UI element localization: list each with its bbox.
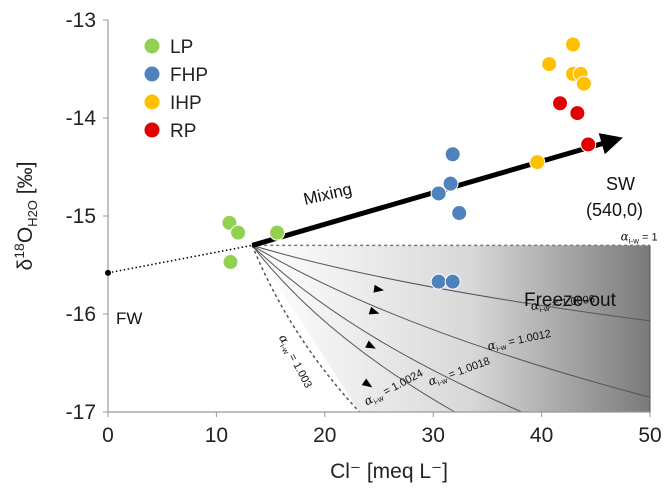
x-tick-label: 30 [422, 424, 445, 447]
alpha-subscript: i-w [539, 304, 550, 314]
mixing-layer [105, 133, 623, 276]
alpha-subscript: i-w [278, 342, 291, 355]
alpha-value: 1.003 [290, 360, 314, 390]
data-point-IHP [541, 56, 558, 73]
data-point-RP [580, 136, 597, 153]
legend-marker-FHP [144, 66, 160, 82]
x-tick-label: 20 [313, 424, 336, 447]
data-point-IHP [565, 36, 582, 53]
mixing-arrowhead [598, 133, 623, 155]
y-tick-label: -13 [66, 9, 96, 32]
alpha-value: 1 [652, 232, 658, 244]
y-title-o: O [14, 227, 37, 243]
mixing-label: Mixing [302, 179, 354, 209]
freeze-out-label: Freeze-out [524, 290, 617, 311]
y-tick-label: -15 [66, 205, 96, 228]
alpha-arrowhead [365, 340, 376, 349]
mixing-dotted-line [107, 244, 253, 274]
x-tick-label: 40 [530, 424, 553, 447]
alpha-line-1.0006 [252, 244, 651, 322]
alpha-label-1.0006: αi-w = 1.0006 [530, 291, 596, 315]
x-tick-label: 10 [205, 424, 228, 447]
fw-label: FW [116, 309, 142, 328]
legend: LP FHP IHP RP [144, 37, 208, 142]
x-tick-label: 50 [638, 424, 661, 447]
alpha-equals: = [285, 349, 301, 366]
sw-coordinate-label: (540,0) [586, 200, 643, 220]
alpha-symbol: α [486, 338, 497, 353]
sw-label: SW [606, 174, 635, 194]
alpha-label-1.003: αi-w = 1.003 [274, 332, 316, 391]
freeze-out-shading [252, 245, 650, 412]
fw-point [105, 269, 111, 276]
data-point-LP [269, 224, 286, 241]
alpha-equals: = [504, 335, 519, 349]
alpha-subscript: i-w [436, 376, 449, 388]
data-point-IHP [529, 154, 546, 171]
x-tick-label: 0 [102, 424, 114, 447]
alpha-line-1.0024 [251, 245, 456, 413]
legend-marker-LP [144, 38, 160, 54]
alpha-equals: = [548, 297, 562, 310]
x-axis-title: Cl⁻ [meq L⁻] [330, 460, 448, 483]
y-title-unit: [‰] [14, 162, 37, 201]
data-point-LP [230, 224, 247, 241]
alpha-line-1.0012 [251, 244, 651, 398]
data-point-FHP [451, 205, 468, 222]
y-tick-label: -17 [66, 401, 96, 424]
data-point-FHP [444, 273, 461, 290]
alpha-arrowhead [361, 378, 373, 388]
alpha-subscript: i-w [372, 393, 385, 406]
data-point-IHP [575, 75, 592, 92]
y-axis-title: δ18OH2O [‰] [11, 162, 40, 271]
alpha-line-1.0018 [251, 245, 523, 413]
legend-label-RP: RP [170, 121, 196, 142]
alpha-equals: = [444, 367, 460, 383]
y-title-sup: 18 [11, 243, 27, 259]
y-title-delta: δ [14, 259, 37, 271]
y-title-sub: H2O [25, 200, 40, 227]
alpha-arrowhead [373, 284, 384, 293]
alpha-line-1.003 [251, 245, 361, 413]
alpha-value: 1.0006 [561, 293, 596, 309]
alpha-symbol: α [530, 298, 540, 313]
data-point-RP [552, 95, 569, 112]
alpha-subscript: i-w [495, 342, 507, 353]
legend-label-IHP: IHP [170, 93, 202, 114]
legend-label-LP: LP [170, 37, 193, 58]
legend-marker-RP [144, 122, 160, 138]
legend-marker-IHP [144, 94, 160, 110]
alpha-arrowhead [368, 306, 380, 315]
alpha-equals: = [379, 383, 396, 399]
alpha-equals: = [639, 232, 652, 244]
y-tick-label: -16 [66, 303, 96, 326]
data-point-FHP [430, 273, 447, 290]
data-point-LP [222, 254, 239, 271]
data-point-FHP [442, 175, 459, 192]
y-tick-label: -14 [66, 107, 97, 130]
legend-label-FHP: FHP [170, 65, 208, 86]
data-point-RP [569, 105, 586, 122]
alpha-label-1: αi-w = 1 [621, 230, 658, 246]
alpha-subscript: i-w [629, 237, 639, 246]
freeze-out-region [251, 244, 651, 413]
mixing-arrow-shaft [251, 140, 607, 248]
alpha-symbol: α [621, 230, 629, 244]
data-point-FHP [430, 185, 447, 202]
data-point-FHP [444, 146, 461, 163]
points-layer [221, 36, 597, 290]
